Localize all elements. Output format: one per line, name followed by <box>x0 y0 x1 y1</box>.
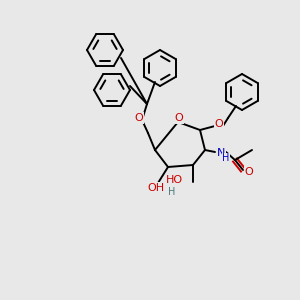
Text: O: O <box>214 119 224 129</box>
Text: HO: HO <box>166 175 183 185</box>
Text: N: N <box>217 148 225 158</box>
Text: H: H <box>222 153 230 163</box>
Text: H: H <box>168 187 176 197</box>
Text: O: O <box>244 167 253 177</box>
Text: O: O <box>175 113 183 123</box>
Text: OH: OH <box>147 183 165 193</box>
Text: O: O <box>135 113 143 123</box>
